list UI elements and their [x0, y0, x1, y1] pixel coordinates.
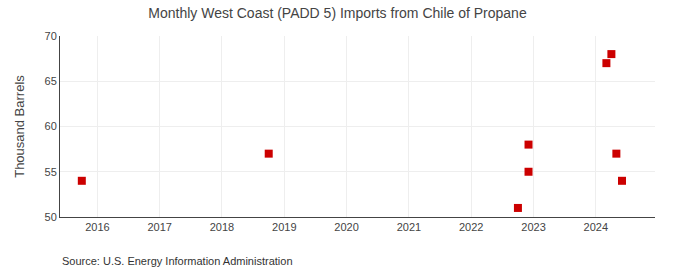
svg-text:Thousand Barrels: Thousand Barrels [12, 75, 27, 178]
svg-text:2021: 2021 [397, 221, 421, 233]
svg-text:2016: 2016 [85, 221, 109, 233]
svg-text:Source: U.S. Energy Informatio: Source: U.S. Energy Information Administ… [62, 255, 293, 267]
svg-text:65: 65 [45, 75, 57, 87]
svg-text:2024: 2024 [584, 221, 608, 233]
svg-text:2023: 2023 [521, 221, 545, 233]
svg-text:2020: 2020 [334, 221, 358, 233]
svg-text:Monthly West Coast (PADD 5) Im: Monthly West Coast (PADD 5) Imports from… [148, 5, 527, 21]
svg-text:2019: 2019 [272, 221, 296, 233]
svg-text:60: 60 [45, 120, 57, 132]
svg-text:2022: 2022 [459, 221, 483, 233]
svg-text:50: 50 [45, 211, 57, 223]
svg-text:70: 70 [45, 30, 57, 42]
svg-text:55: 55 [45, 166, 57, 178]
svg-text:2017: 2017 [147, 221, 171, 233]
svg-text:2018: 2018 [210, 221, 234, 233]
